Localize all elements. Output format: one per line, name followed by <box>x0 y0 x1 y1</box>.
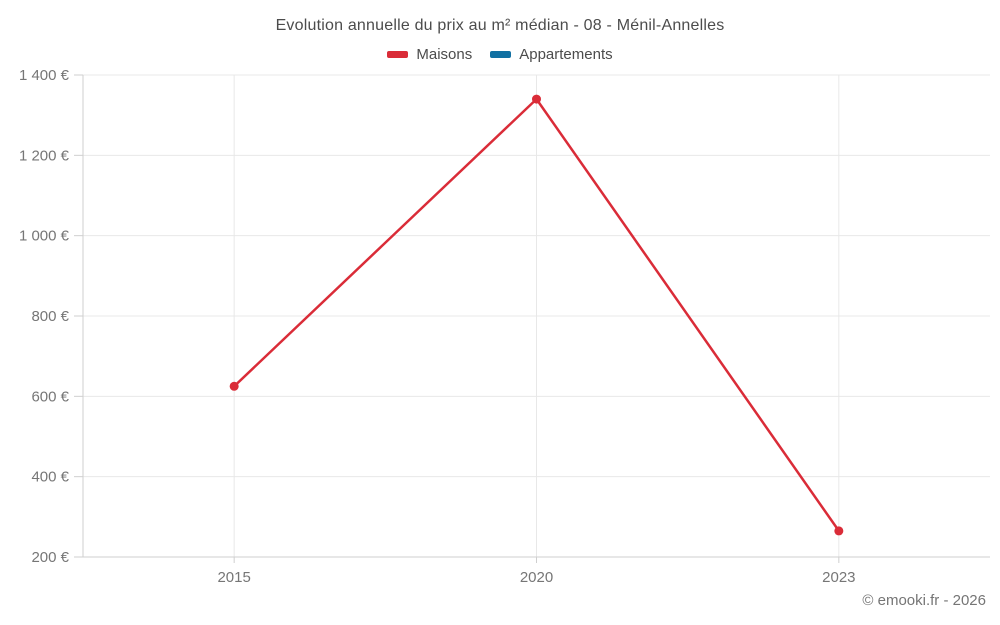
y-tick-label: 600 € <box>31 388 69 405</box>
maisons-color-swatch <box>387 51 409 58</box>
appartements-color-swatch <box>490 51 512 58</box>
y-tick-label: 1 000 € <box>19 228 70 245</box>
chart-title: Evolution annuelle du prix au m² médian … <box>275 17 725 34</box>
chart-legend: Maisons Appartements <box>0 46 1000 63</box>
data-point-maisons[interactable] <box>834 526 844 536</box>
data-point-maisons[interactable] <box>229 381 239 391</box>
legend-item-maisons[interactable]: Maisons <box>387 46 472 63</box>
y-tick-label: 1 400 € <box>19 67 70 84</box>
y-tick-label: 400 € <box>31 469 69 486</box>
legend-label-appartements: Appartements <box>519 46 613 63</box>
x-tick-label: 2020 <box>520 569 553 586</box>
y-tick-label: 200 € <box>31 549 69 566</box>
y-tick-label: 1 200 € <box>19 147 70 164</box>
data-point-maisons[interactable] <box>532 94 541 104</box>
x-tick-label: 2023 <box>822 569 855 586</box>
y-tick-label: 800 € <box>31 308 69 325</box>
legend-label-maisons: Maisons <box>416 46 473 63</box>
copyright-footer: © emooki.fr - 2026 <box>862 592 986 609</box>
x-tick-label: 2015 <box>217 569 250 586</box>
legend-item-appartements[interactable]: Appartements <box>490 46 613 63</box>
